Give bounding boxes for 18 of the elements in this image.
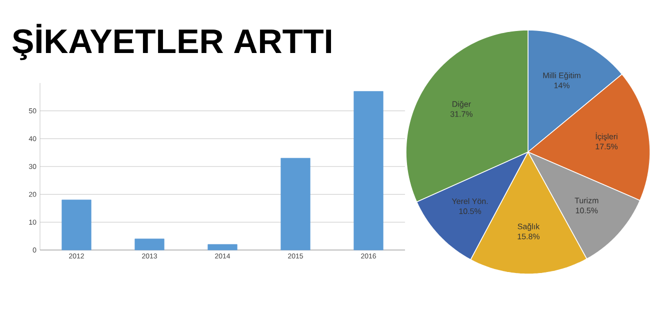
bar: [62, 200, 92, 250]
bar: [354, 91, 384, 250]
data-label: 31.7%: [450, 111, 472, 117]
slice-label: Milli Eğitim: [543, 72, 580, 80]
data-label: 14%: [554, 82, 570, 88]
chart-title: ŞİKAYETLER ARTTI: [12, 24, 332, 60]
slice-label: Sağlık: [518, 223, 540, 231]
slice-label: Yerel Yön.: [452, 198, 488, 204]
data-label: 15.8%: [518, 234, 540, 240]
data-label: 17.5%: [596, 144, 618, 150]
bar: [134, 238, 164, 250]
slice-label: Turizm: [574, 197, 598, 204]
bar: [280, 158, 310, 250]
slice-label: Diğer: [452, 100, 471, 108]
data-label: 10.5%: [459, 208, 482, 214]
bar: [208, 244, 238, 250]
data-label: 10.5%: [576, 208, 598, 214]
slice-label: İçişleri: [596, 132, 618, 141]
